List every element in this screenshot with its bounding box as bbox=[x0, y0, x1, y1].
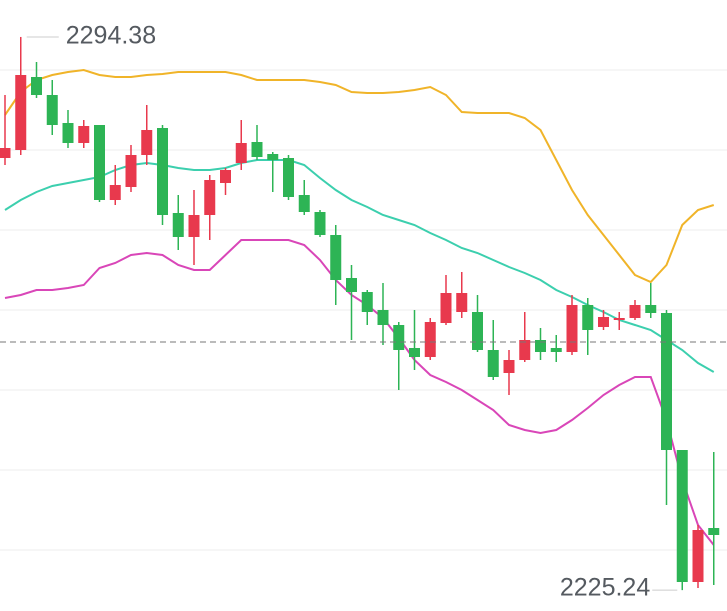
candle-body bbox=[62, 123, 74, 143]
candle-body bbox=[550, 348, 562, 352]
candle-body bbox=[629, 305, 641, 318]
candle-body bbox=[141, 130, 153, 155]
candle-body bbox=[346, 278, 357, 292]
candle-body bbox=[708, 528, 720, 535]
candle-body bbox=[109, 185, 121, 200]
candle-body bbox=[472, 312, 483, 350]
candle-body bbox=[46, 95, 58, 125]
candle-body bbox=[692, 530, 704, 582]
candle-body bbox=[220, 170, 231, 183]
candle-body bbox=[0, 148, 11, 158]
candle-body bbox=[94, 125, 105, 200]
candle-body bbox=[566, 305, 578, 352]
candle-body bbox=[15, 75, 27, 150]
band-line bbox=[4, 68, 715, 284]
candle-body bbox=[283, 158, 294, 197]
candle-body bbox=[519, 340, 531, 360]
candle-body bbox=[267, 154, 279, 160]
candle-body bbox=[251, 142, 263, 157]
candle-body bbox=[125, 155, 137, 187]
candle-body bbox=[314, 212, 326, 235]
candle-body bbox=[31, 77, 42, 95]
candle-body bbox=[235, 143, 247, 163]
band-line bbox=[4, 159, 715, 373]
candle-body bbox=[188, 215, 200, 237]
annotation-label: 2294.38 bbox=[66, 22, 156, 50]
candle-body bbox=[377, 310, 389, 325]
candle-body bbox=[78, 126, 90, 143]
candle-body bbox=[503, 360, 515, 373]
candle-body bbox=[440, 293, 452, 323]
candle-body bbox=[157, 128, 168, 215]
candle-body bbox=[456, 293, 468, 312]
band-line bbox=[4, 239, 715, 546]
candle-body bbox=[393, 325, 405, 350]
candle-body bbox=[613, 318, 625, 320]
candle-body bbox=[661, 313, 672, 450]
candle-body bbox=[424, 322, 436, 357]
candle-body bbox=[361, 292, 373, 312]
candle-body bbox=[409, 348, 420, 357]
candle-body bbox=[645, 305, 657, 313]
candle-body bbox=[172, 213, 184, 237]
candle-body bbox=[676, 450, 688, 582]
candle-body bbox=[487, 350, 499, 377]
candle-body bbox=[298, 195, 310, 212]
candle-body bbox=[598, 317, 609, 327]
candle-body bbox=[330, 235, 342, 280]
candle-body bbox=[535, 340, 546, 352]
candle-body bbox=[582, 305, 594, 330]
candle-body bbox=[204, 180, 216, 215]
annotation-label: 2225.24 bbox=[560, 574, 650, 602]
